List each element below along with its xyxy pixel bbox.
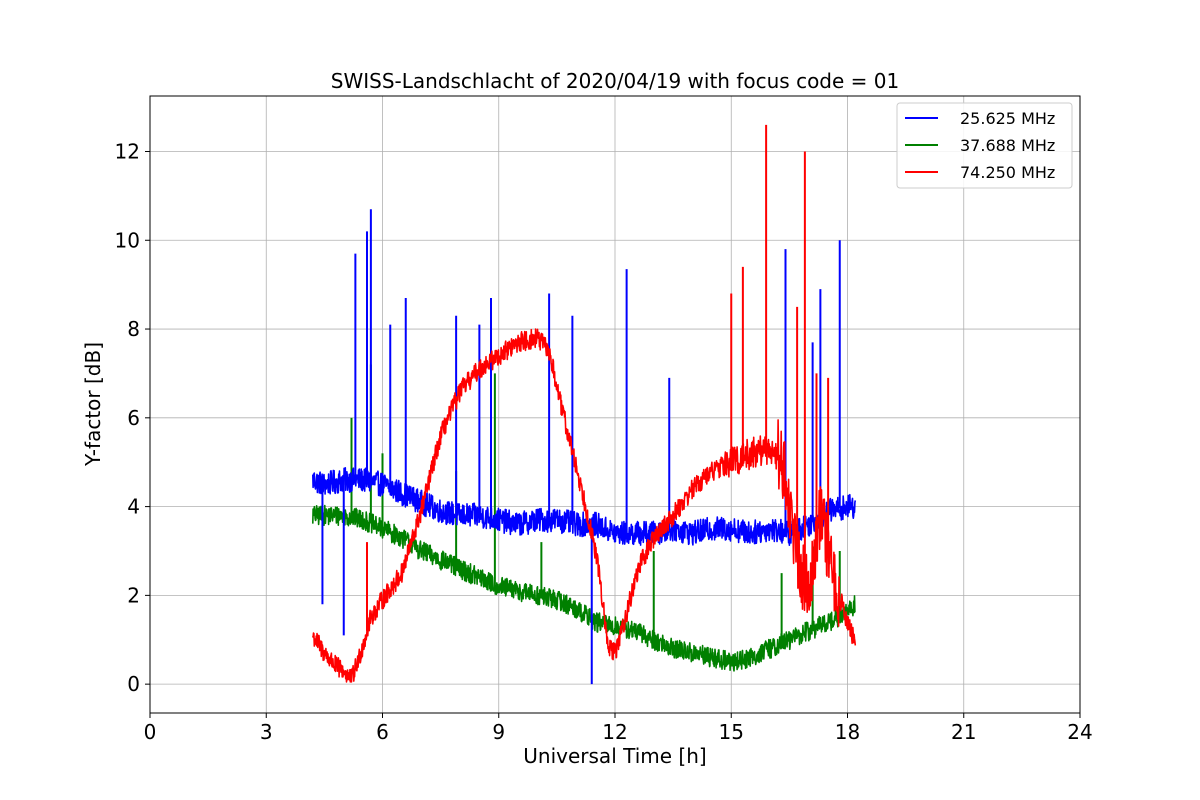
y-tick-label: 12: [115, 139, 140, 163]
x-tick-label: 24: [1067, 720, 1092, 744]
legend: 25.625 MHz 37.688 MHz 74.250 MHz: [896, 102, 1073, 189]
y-tick-label: 8: [127, 317, 140, 341]
x-tick-label: 15: [719, 720, 744, 744]
chart-title: SWISS-Landschlacht of 2020/04/19 with fo…: [331, 69, 899, 93]
series-line-1: [312, 504, 856, 672]
legend-box: [896, 102, 1073, 189]
y-tick-label: 2: [127, 583, 140, 607]
y-tick-label: 4: [127, 495, 140, 519]
y-tick-label: 6: [127, 406, 140, 430]
series-line-2: [312, 328, 857, 683]
x-tick-label: 9: [492, 720, 505, 744]
legend-label-74: 74.250 MHz: [960, 163, 1055, 182]
x-tick-label: 0: [144, 720, 157, 744]
x-tick-label: 21: [951, 720, 976, 744]
y-axis-label: Y-factor [dB]: [81, 342, 105, 467]
series-line-0: [312, 466, 857, 547]
x-tick-label: 3: [260, 720, 273, 744]
y-tick-label: 0: [127, 672, 140, 696]
x-tick-label: 12: [602, 720, 627, 744]
x-tick-label: 6: [376, 720, 389, 744]
x-axis-label: Universal Time [h]: [523, 744, 706, 768]
plot-series: [312, 124, 857, 685]
legend-label-37: 37.688 MHz: [960, 136, 1055, 155]
x-tick-label: 18: [835, 720, 860, 744]
y-tick-label: 10: [115, 228, 140, 252]
legend-label-25: 25.625 MHz: [960, 109, 1055, 128]
